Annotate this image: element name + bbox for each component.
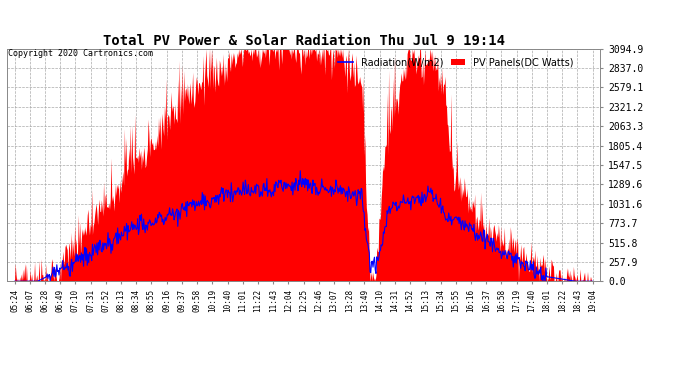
Text: Copyright 2020 Cartronics.com: Copyright 2020 Cartronics.com <box>8 49 153 58</box>
Legend: Radiation(W/m2), PV Panels(DC Watts): Radiation(W/m2), PV Panels(DC Watts) <box>335 54 578 71</box>
Title: Total PV Power & Solar Radiation Thu Jul 9 19:14: Total PV Power & Solar Radiation Thu Jul… <box>103 34 504 48</box>
